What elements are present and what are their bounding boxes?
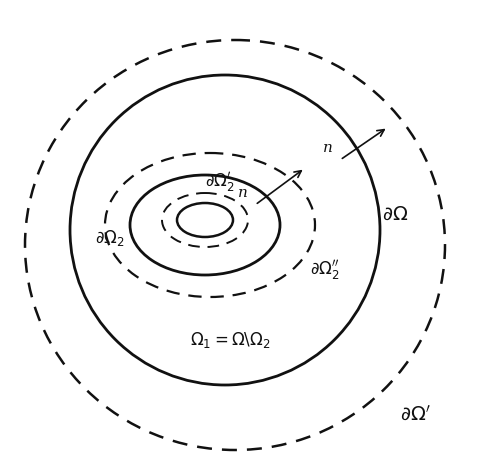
Text: $\Omega_1=\Omega\backslash\Omega_2$: $\Omega_1=\Omega\backslash\Omega_2$ — [190, 330, 270, 350]
Text: $\partial\Omega_2''$: $\partial\Omega_2''$ — [310, 258, 340, 282]
Text: $\partial\Omega$: $\partial\Omega$ — [382, 206, 408, 224]
Text: n: n — [238, 186, 248, 200]
Text: n: n — [323, 141, 333, 155]
Text: $\partial\Omega_2'$: $\partial\Omega_2'$ — [205, 170, 235, 194]
Text: $\partial\Omega_2$: $\partial\Omega_2$ — [95, 228, 125, 248]
Text: $\partial\Omega'$: $\partial\Omega'$ — [400, 405, 430, 425]
